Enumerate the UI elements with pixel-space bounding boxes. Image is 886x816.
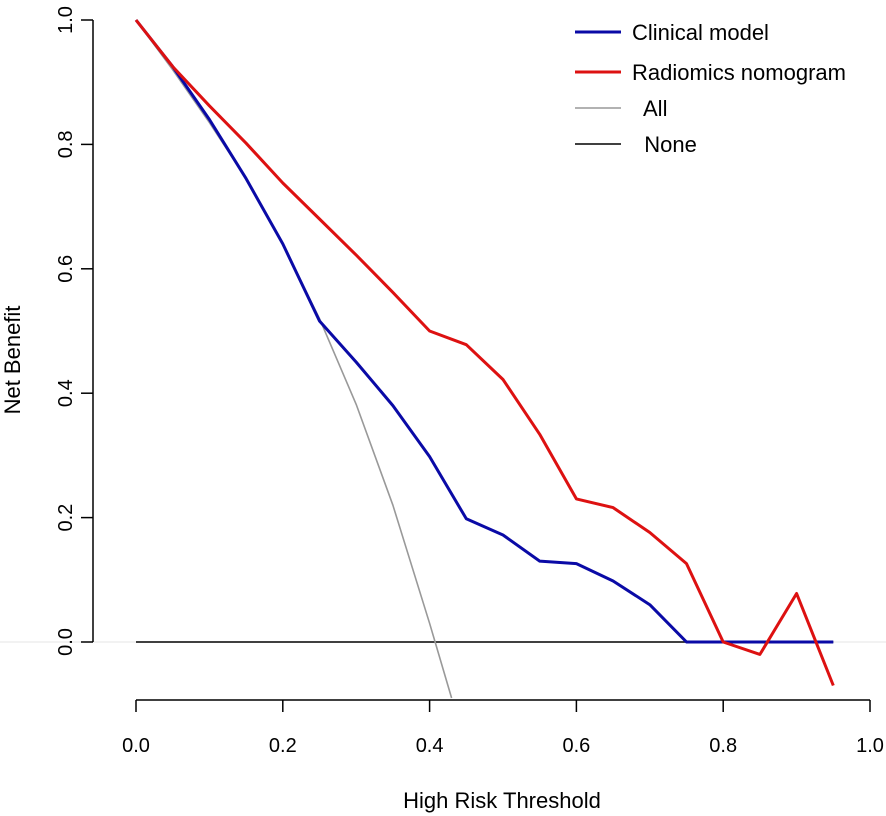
y-tick-label: 0.0 bbox=[55, 628, 77, 656]
y-tick-label: 0.2 bbox=[55, 504, 77, 532]
y-tick-label: 0.4 bbox=[55, 379, 77, 407]
series-layer bbox=[134, 19, 835, 699]
legend-item-none: None bbox=[575, 132, 697, 157]
x-tick-label: 0.8 bbox=[709, 735, 737, 757]
series-line-all bbox=[135, 19, 453, 699]
legend-label: All bbox=[632, 96, 667, 121]
series-line-clinical-model bbox=[134, 19, 834, 644]
y-axis-title: Net Benefit bbox=[0, 306, 25, 415]
x-tick-label: 1.0 bbox=[856, 735, 884, 757]
x-axis: 0.0 0.2 0.4 0.6 0.8 1.0 bbox=[122, 699, 884, 757]
legend-label: Clinical model bbox=[632, 20, 769, 45]
x-axis-title: High Risk Threshold bbox=[403, 788, 601, 813]
y-tick-label: 0.6 bbox=[55, 255, 77, 283]
legend-item-all: All bbox=[575, 96, 667, 121]
y-axis: 0.0 0.2 0.4 0.6 0.8 1.0 bbox=[55, 6, 94, 656]
x-tick-label: 0.6 bbox=[562, 735, 590, 757]
x-tick-label: 0.4 bbox=[416, 735, 444, 757]
legend-item-radiomics-nomogram: Radiomics nomogram bbox=[575, 60, 846, 85]
x-tick-label: 0.0 bbox=[122, 735, 150, 757]
series-line-radiomics-nomogram bbox=[134, 19, 835, 687]
x-tick-label: 0.2 bbox=[269, 735, 297, 757]
legend-label: None bbox=[632, 132, 697, 157]
legend: Clinical model Radiomics nomogram All Non… bbox=[575, 20, 846, 157]
legend-label: Radiomics nomogram bbox=[632, 60, 846, 85]
y-tick-label: 0.8 bbox=[55, 130, 77, 158]
legend-item-clinical-model: Clinical model bbox=[575, 20, 769, 45]
y-tick-label: 1.0 bbox=[55, 6, 77, 34]
